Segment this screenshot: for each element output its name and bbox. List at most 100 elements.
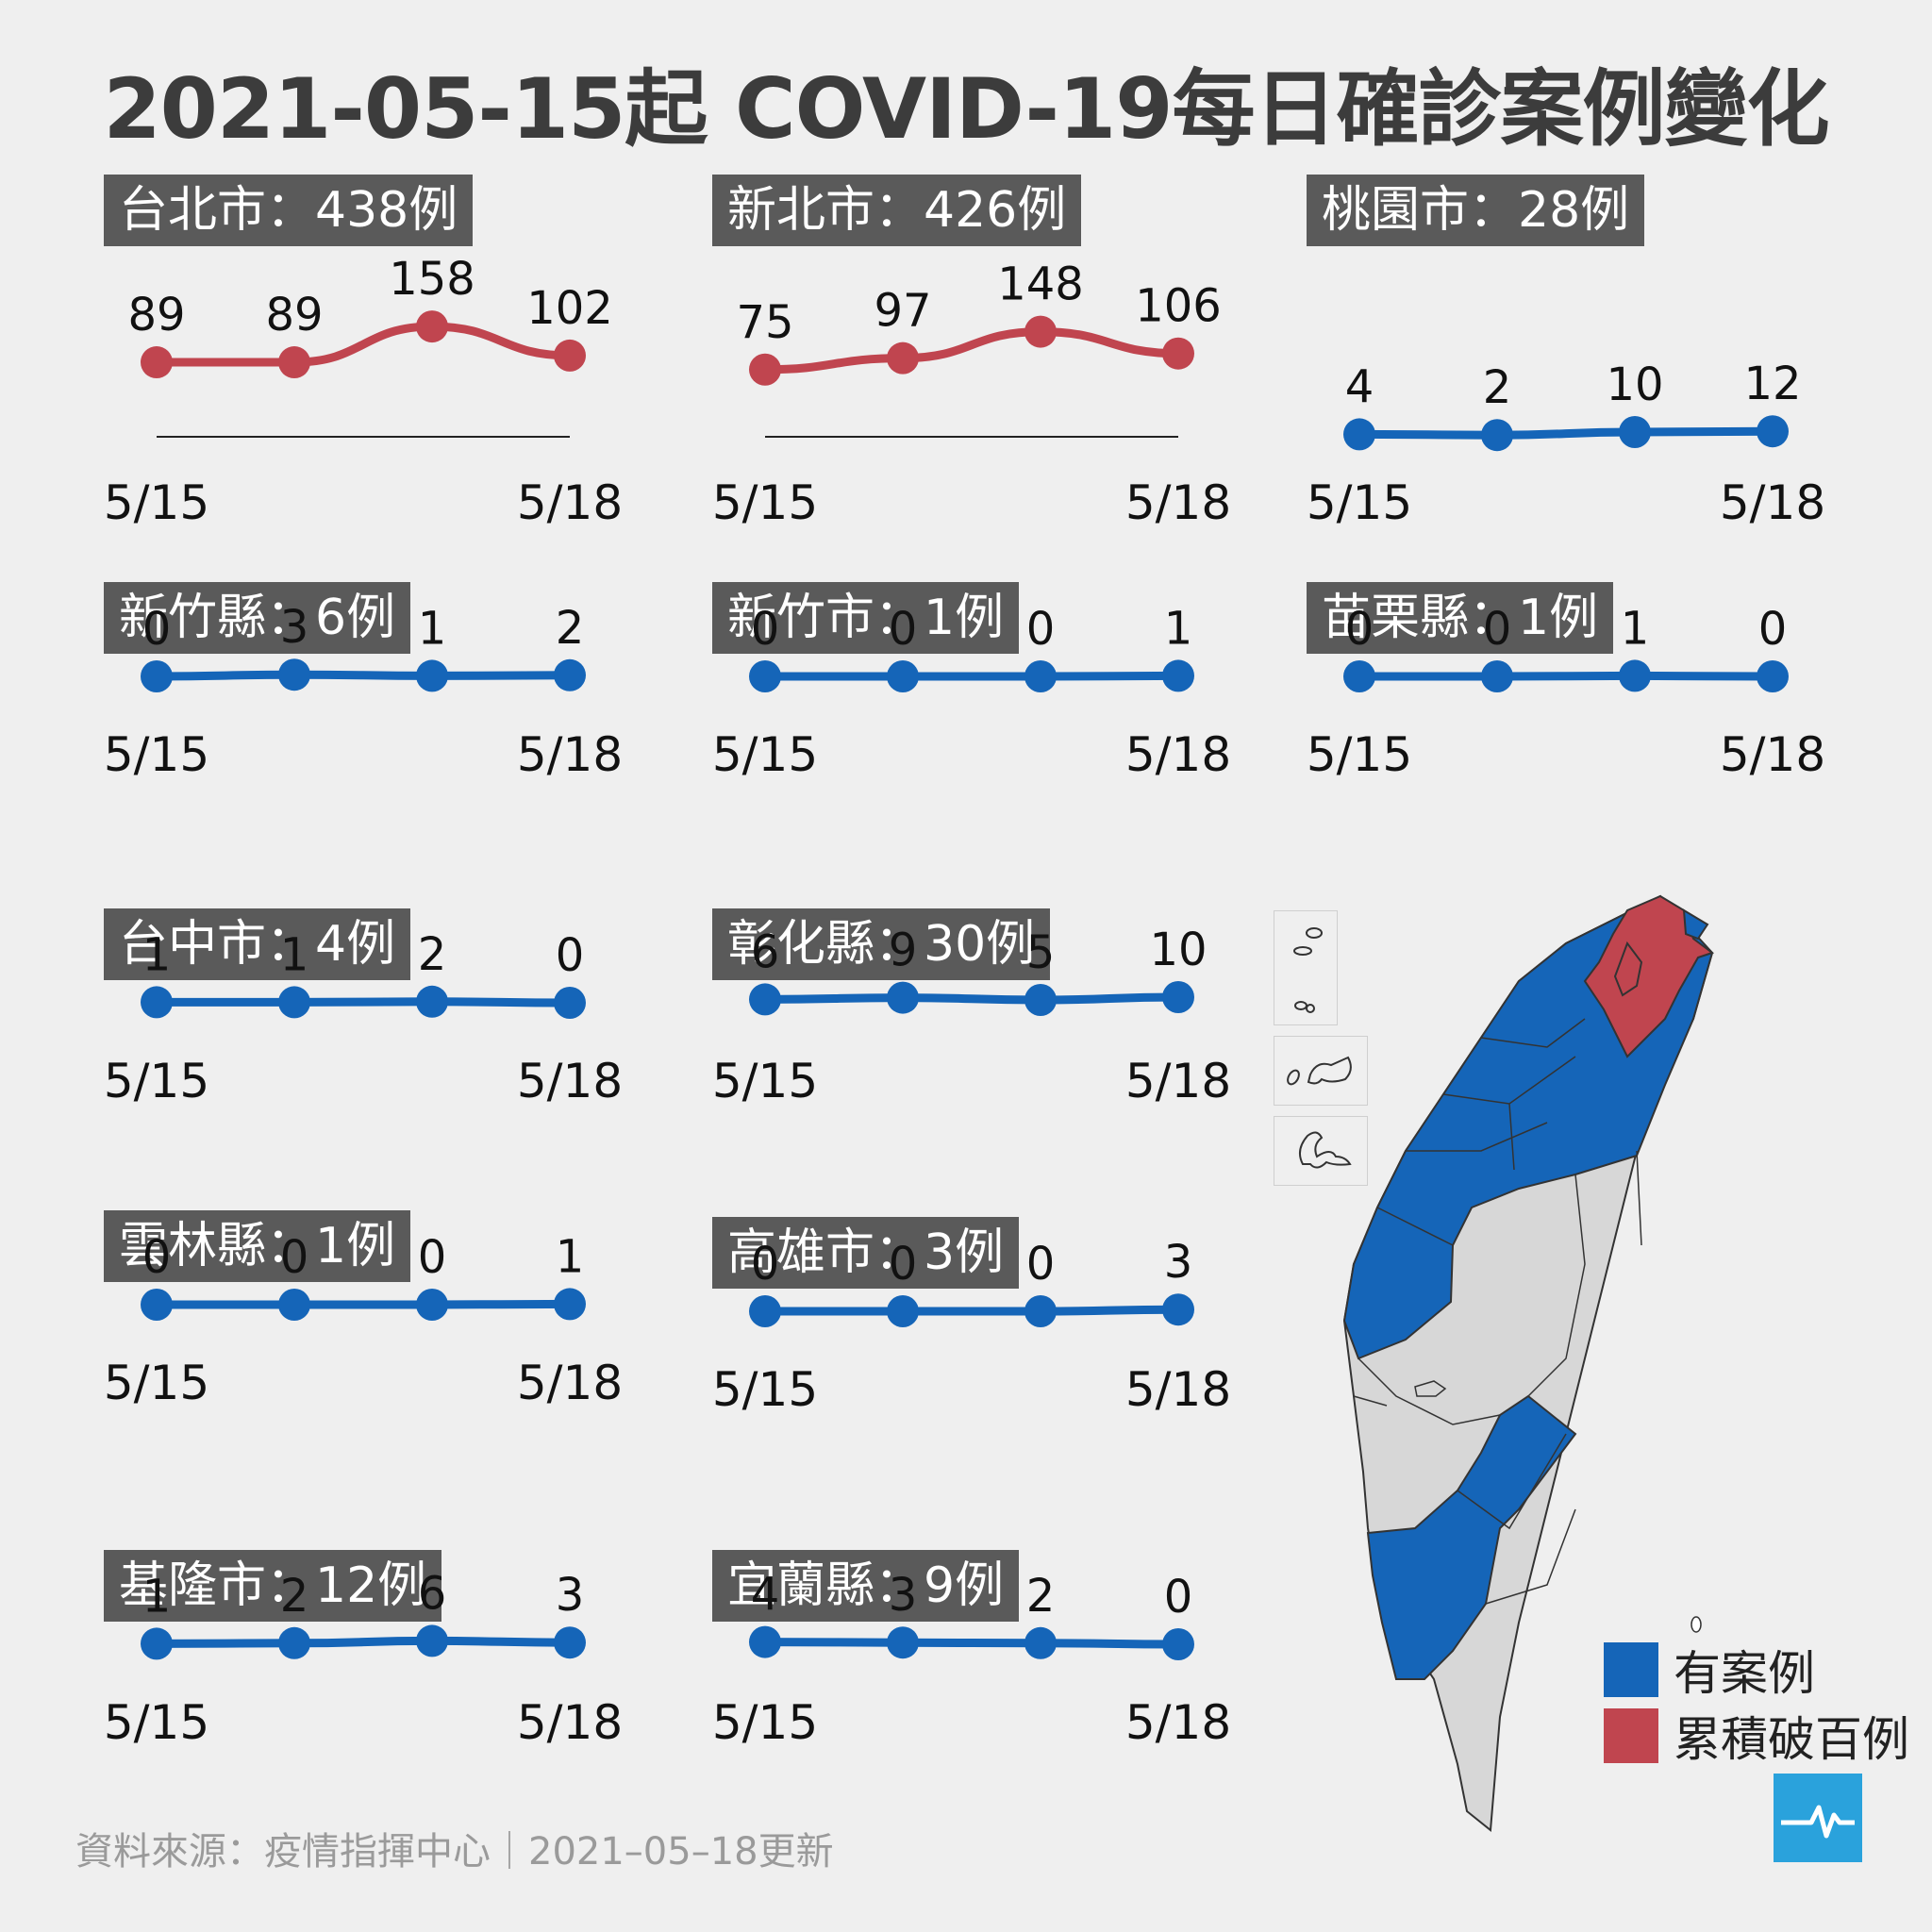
data-point (1024, 1295, 1057, 1327)
chart-panel: 彰化縣：30例 6 9 5 10 5/15 5/18 (712, 908, 1241, 1210)
series-line (764, 327, 1179, 375)
data-label: 0 (556, 929, 585, 982)
chart-panel: 高雄市：3例 0 0 0 3 5/15 5/18 (712, 1217, 1241, 1519)
data-label: 5 (1026, 926, 1056, 979)
data-label: 106 (1135, 280, 1222, 333)
data-point (749, 1625, 781, 1658)
x-tick-label: 5/18 (1125, 727, 1231, 782)
data-label: 97 (874, 285, 931, 338)
line-chart: 75 97 148 106 5/15 5/18 (712, 258, 1231, 530)
x-tick-label: 5/18 (517, 475, 623, 530)
x-tick-label: 5/15 (104, 475, 209, 530)
data-point (416, 985, 448, 1018)
x-tick-label: 5/18 (1720, 475, 1825, 530)
series-line (1358, 426, 1774, 440)
data-point (554, 658, 586, 691)
data-label: 2 (418, 928, 447, 981)
data-label: 0 (889, 1238, 918, 1291)
data-point (1162, 337, 1194, 370)
data-label: 1 (556, 1230, 585, 1283)
data-point (1024, 1626, 1057, 1659)
data-point (141, 1289, 173, 1321)
data-label: 3 (280, 601, 309, 654)
data-label: 3 (1164, 1236, 1193, 1289)
data-point (1481, 660, 1513, 692)
data-point (1619, 416, 1651, 448)
data-label: 0 (142, 603, 172, 656)
data-label: 0 (1483, 603, 1512, 656)
series-line (156, 1636, 571, 1648)
data-label: 0 (751, 1238, 780, 1291)
panel-title: 新北市：426例 (712, 175, 1082, 246)
x-tick-label: 5/15 (712, 1362, 818, 1417)
data-label: 148 (997, 258, 1084, 311)
chart-panel: 新北市：426例 75 97 148 106 5/15 5/18 (712, 175, 1241, 530)
x-tick-label: 5/18 (517, 727, 623, 782)
data-point (416, 1289, 448, 1321)
data-point (887, 981, 919, 1014)
data-label: 158 (389, 253, 475, 306)
data-label: 0 (280, 1231, 309, 1284)
chart-panel: 新竹縣：6例 0 3 1 2 5/15 5/18 (104, 582, 632, 884)
data-label: 10 (1606, 358, 1663, 411)
series-line (764, 1638, 1179, 1649)
x-tick-label: 5/18 (517, 1695, 623, 1750)
line-chart: 0 3 1 2 5/15 5/18 (104, 601, 623, 782)
data-label: 12 (1743, 358, 1801, 410)
data-label: 2 (1026, 1570, 1056, 1623)
data-point (887, 1626, 919, 1659)
data-point (1162, 981, 1194, 1013)
line-chart: 1 2 6 3 5/15 5/18 (104, 1567, 623, 1750)
data-point (554, 1288, 586, 1321)
x-tick-label: 5/18 (1125, 1695, 1231, 1750)
data-label: 1 (142, 1570, 172, 1623)
x-tick-label: 5/15 (104, 1054, 209, 1108)
data-point (416, 659, 448, 692)
data-point (1343, 418, 1375, 451)
data-label: 0 (889, 603, 918, 656)
x-tick-label: 5/15 (104, 1356, 209, 1410)
data-point (554, 339, 586, 372)
data-point (278, 986, 310, 1019)
data-point (1343, 660, 1375, 692)
series-line (765, 1305, 1179, 1316)
chart-panel: 台中市：4例 1 1 2 0 5/15 5/18 (104, 908, 632, 1210)
source-footer: 資料來源：疫情指揮中心｜2021–05–18更新 (75, 1830, 834, 1874)
x-tick-label: 5/18 (1125, 1054, 1231, 1108)
legend-label-over-hundred: 累積破百例 (1674, 1712, 1909, 1767)
x-tick-label: 5/18 (1125, 1362, 1231, 1417)
data-point (1024, 315, 1057, 348)
legend-label-cases: 有案例 (1674, 1646, 1815, 1701)
data-label: 1 (418, 602, 447, 655)
data-label: 6 (418, 1567, 447, 1620)
data-label: 2 (1483, 361, 1512, 414)
series-line (157, 322, 571, 367)
panel-title: 桃園市：28例 (1307, 175, 1645, 246)
panel-title: 雲林縣：1例 (104, 1210, 411, 1282)
data-point (278, 658, 310, 691)
x-tick-label: 5/18 (517, 1356, 623, 1410)
panel-title: 台北市：438例 (104, 175, 474, 246)
x-tick-label: 5/15 (712, 727, 818, 782)
data-point (887, 660, 919, 692)
legend-item-over-hundred: 累積破百例 (1604, 1703, 1909, 1769)
data-point (1024, 660, 1057, 692)
chart-panel: 苗栗縣：1例 0 0 1 0 5/15 5/18 (1307, 582, 1835, 884)
x-tick-label: 5/15 (1307, 475, 1412, 530)
data-point (141, 346, 173, 379)
data-label: 1 (280, 928, 309, 981)
line-chart: 0 0 0 1 5/15 5/18 (104, 1230, 623, 1410)
series-line (764, 992, 1179, 1005)
panel-title: 彰化縣：30例 (712, 908, 1051, 980)
data-point (554, 987, 586, 1019)
data-point (1757, 660, 1789, 692)
x-tick-label: 5/15 (712, 475, 818, 530)
data-label: 0 (1026, 1238, 1056, 1291)
line-chart: 6 9 5 10 5/15 5/18 (712, 924, 1231, 1108)
data-point (749, 1295, 781, 1327)
data-point (416, 310, 448, 343)
x-tick-label: 5/15 (104, 727, 209, 782)
data-label: 89 (265, 289, 323, 341)
legend-item-cases: 有案例 (1604, 1637, 1909, 1703)
map-inset-penghu (1274, 1116, 1368, 1186)
